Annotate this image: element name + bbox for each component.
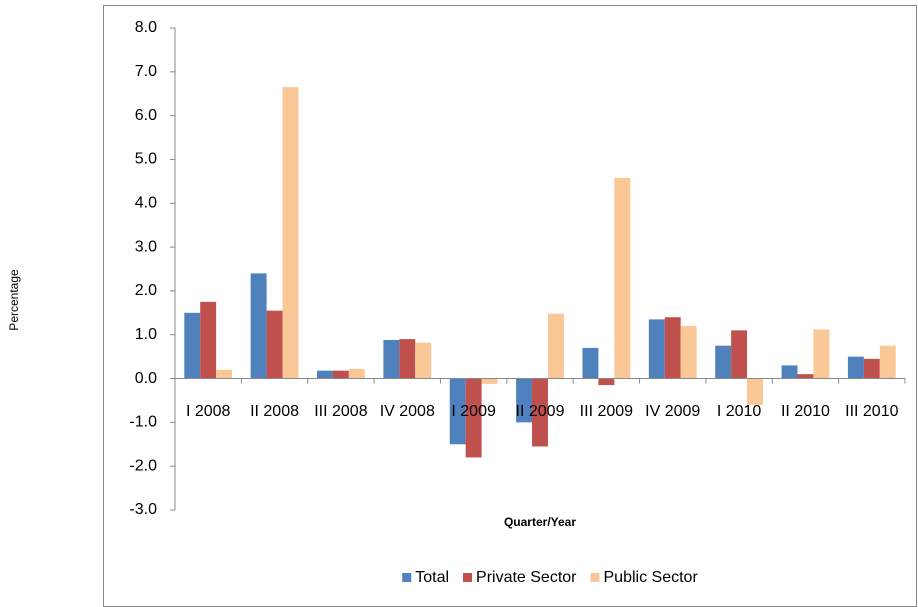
bar: [747, 378, 763, 405]
bar: [781, 365, 798, 379]
bar: [317, 370, 333, 379]
x-tick-label: II 2010: [781, 403, 830, 420]
bar: [614, 177, 631, 379]
x-tick-label: II 2009: [516, 403, 565, 420]
y-tick-label: -1.0: [129, 414, 157, 431]
bar: [813, 329, 830, 379]
y-tick-label: -3.0: [129, 501, 157, 518]
legend-swatch: [590, 573, 600, 582]
y-tick-label: 7.0: [135, 63, 157, 80]
y-axis-title: Percentage: [7, 269, 21, 331]
legend-swatch: [463, 573, 473, 582]
bar: [250, 273, 267, 379]
bar: [715, 345, 732, 379]
bar: [680, 325, 697, 379]
x-tick-label: II 2008: [250, 403, 299, 420]
bar: [383, 339, 400, 379]
y-tick-label: 5.0: [135, 151, 157, 168]
bar: [863, 358, 880, 379]
bar: [648, 319, 665, 379]
x-tick-label: I 2008: [186, 403, 231, 420]
bar: [266, 310, 283, 379]
bar: [348, 368, 365, 379]
bar: [847, 356, 864, 379]
bar: [332, 370, 349, 379]
bar: [598, 378, 615, 386]
bar: [216, 369, 233, 379]
x-tick-label: IV 2009: [645, 403, 700, 420]
x-tick-label: III 2008: [314, 403, 367, 420]
bar: [449, 378, 466, 445]
x-axis-title: Quarter/Year: [504, 515, 576, 529]
y-tick-label: 0.0: [135, 370, 157, 387]
bar: [797, 374, 814, 379]
x-tick-label: III 2010: [845, 403, 898, 420]
x-tick-label: I 2009: [451, 403, 496, 420]
y-tick-label: 1.0: [135, 326, 157, 343]
bar: [282, 87, 299, 379]
y-tick-label: 3.0: [135, 238, 157, 255]
legend-label: Private Sector: [476, 569, 577, 586]
bar: [415, 342, 432, 379]
bar: [582, 347, 599, 379]
y-tick-label: 2.0: [135, 282, 157, 299]
bar: [399, 339, 416, 379]
legend-swatch: [402, 573, 412, 582]
bar: [731, 330, 748, 379]
y-tick-label: 4.0: [135, 194, 157, 211]
x-tick-label: I 2010: [717, 403, 762, 420]
bar: [184, 312, 201, 379]
y-tick-label: 8.0: [135, 19, 157, 36]
bar: [200, 301, 217, 379]
y-tick-label: -2.0: [129, 457, 157, 474]
y-tick-label: 6.0: [135, 107, 157, 124]
legend-label: Total: [415, 569, 449, 586]
bar: [547, 313, 564, 379]
bar: [532, 378, 548, 447]
bar: [465, 378, 482, 458]
x-tick-label: IV 2008: [380, 403, 435, 420]
bar: [879, 345, 896, 379]
legend-label: Public Sector: [604, 569, 699, 586]
bar: [516, 378, 533, 423]
bar: [664, 317, 681, 379]
x-tick-label: III 2009: [580, 403, 633, 420]
bar: [481, 378, 498, 384]
